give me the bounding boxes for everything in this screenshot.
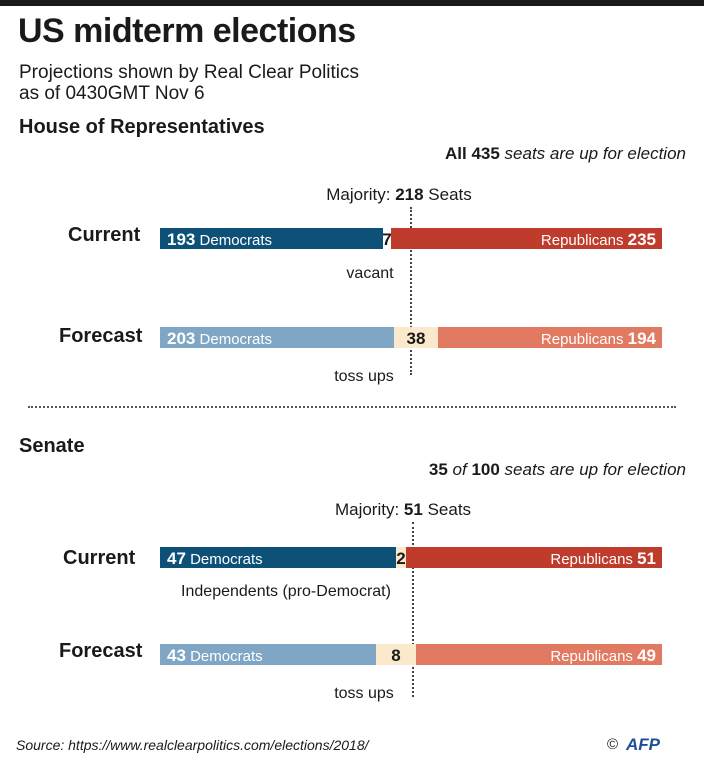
house-forecast-democrats-segment: 203 Democrats xyxy=(160,327,394,348)
senate-forecast-middle-segment: 8 xyxy=(376,644,416,665)
house-majority-prefix: Majority: xyxy=(326,185,396,204)
house-forecast-bar: 203 Democrats 38 Republicans 194 xyxy=(160,327,662,348)
senate-heading: Senate xyxy=(19,435,85,457)
house-forecast-democrats-count: 203 xyxy=(167,329,196,348)
subtitle: Projections shown by Real Clear Politics… xyxy=(19,62,359,104)
senate-majority-suffix: Seats xyxy=(422,500,472,519)
senate-seats-note: 35 of 100 seats are up for election xyxy=(429,460,686,480)
senate-current-democrats-count: 47 xyxy=(167,549,186,568)
senate-forecast-republicans-count: 49 xyxy=(637,646,656,665)
house-current-middle-segment: 7 xyxy=(382,228,392,249)
house-heading: House of Representatives xyxy=(19,116,265,138)
senate-current-middle-segment: 2 xyxy=(396,547,406,568)
house-vacant-annotation: vacant xyxy=(346,265,394,282)
source-note: Source: https://www.realclearpolitics.co… xyxy=(16,737,369,753)
house-current-republicans-count: 235 xyxy=(627,230,656,249)
subtitle-line-2: as of 0430GMT Nov 6 xyxy=(19,83,205,104)
house-forecast-republicans-segment: Republicans 194 xyxy=(438,327,662,348)
house-tossup-annotation: toss ups xyxy=(334,368,394,385)
senate-forecast-republicans-value: Republicans 49 xyxy=(550,646,656,665)
senate-seats-text: seats are up for election xyxy=(499,460,686,479)
senate-majority-value: 51 xyxy=(403,500,423,519)
senate-forecast-label: Forecast xyxy=(59,640,143,662)
senate-forecast-republicans-segment: Republicans 49 xyxy=(416,644,662,665)
house-majority-line xyxy=(410,207,412,375)
senate-current-republicans-count: 51 xyxy=(637,549,656,568)
house-majority-value: 218 xyxy=(395,185,424,204)
senate-forecast-democrats-value: 43 Democrats xyxy=(167,646,263,665)
house-seats-count: All 435 xyxy=(445,144,500,163)
copyright-symbol: © xyxy=(607,736,619,753)
senate-seats-of: of xyxy=(447,460,472,479)
senate-forecast-democrats-segment: 43 Democrats xyxy=(160,644,376,665)
house-current-democrats-value: 193 Democrats xyxy=(167,230,273,249)
page-title: US midterm elections xyxy=(18,12,356,50)
house-current-democrats-segment: 193 Democrats xyxy=(160,228,383,249)
senate-current-democrats-segment: 47 Democrats xyxy=(160,547,396,568)
senate-current-label: Current xyxy=(63,547,136,569)
house-majority-label: Majority: 218 Seats xyxy=(326,185,472,205)
house-current-democrats-count: 193 xyxy=(167,230,196,249)
house-seats-text: seats are up for election xyxy=(499,144,686,163)
senate-forecast-democrats-count: 43 xyxy=(167,646,186,665)
senate-current-republicans-segment: Republicans 51 xyxy=(406,547,662,568)
senate-independents-annotation: Independents (pro-Democrat) xyxy=(181,583,391,600)
senate-seats-total: 100 xyxy=(471,460,500,479)
senate-majority-label: Majority: 51 Seats xyxy=(335,500,471,520)
senate-majority-line xyxy=(412,522,414,697)
senate-seats-up: 35 xyxy=(428,460,448,479)
house-forecast-republicans-value: Republicans 194 xyxy=(540,329,656,348)
house-current-label: Current xyxy=(68,224,141,246)
senate-tossup-annotation: toss ups xyxy=(334,685,394,702)
house-forecast-republicans-count: 194 xyxy=(627,329,656,348)
house-seats-note: All 435 seats are up for election xyxy=(445,144,686,164)
house-forecast-middle-value: 38 xyxy=(406,329,426,348)
section-divider xyxy=(28,406,676,408)
house-current-bar: 193 Democrats 7 Republicans 235 xyxy=(160,228,662,249)
house-forecast-democrats-value: 203 Democrats xyxy=(167,329,273,348)
senate-current-republicans-value: Republicans 51 xyxy=(550,549,656,568)
senate-majority-prefix: Majority: xyxy=(334,500,404,519)
house-forecast-middle-segment: 38 xyxy=(394,327,438,348)
top-rule xyxy=(0,0,704,6)
house-current-republicans-value: Republicans 235 xyxy=(540,230,656,249)
senate-current-democrats-value: 47 Democrats xyxy=(167,549,263,568)
house-forecast-label: Forecast xyxy=(59,325,143,347)
house-current-middle-value: 7 xyxy=(382,230,392,249)
senate-forecast-middle-value: 8 xyxy=(391,646,401,665)
subtitle-line-1: Projections shown by Real Clear Politics xyxy=(19,62,360,83)
house-current-republicans-segment: Republicans 235 xyxy=(391,228,662,249)
afp-logo: AFP xyxy=(626,735,660,754)
senate-current-middle-value: 2 xyxy=(396,549,406,568)
senate-current-bar: 47 Democrats 2 Republicans 51 xyxy=(160,547,662,568)
house-majority-suffix: Seats xyxy=(423,185,472,204)
senate-forecast-bar: 43 Democrats 8 Republicans 49 xyxy=(160,644,662,665)
